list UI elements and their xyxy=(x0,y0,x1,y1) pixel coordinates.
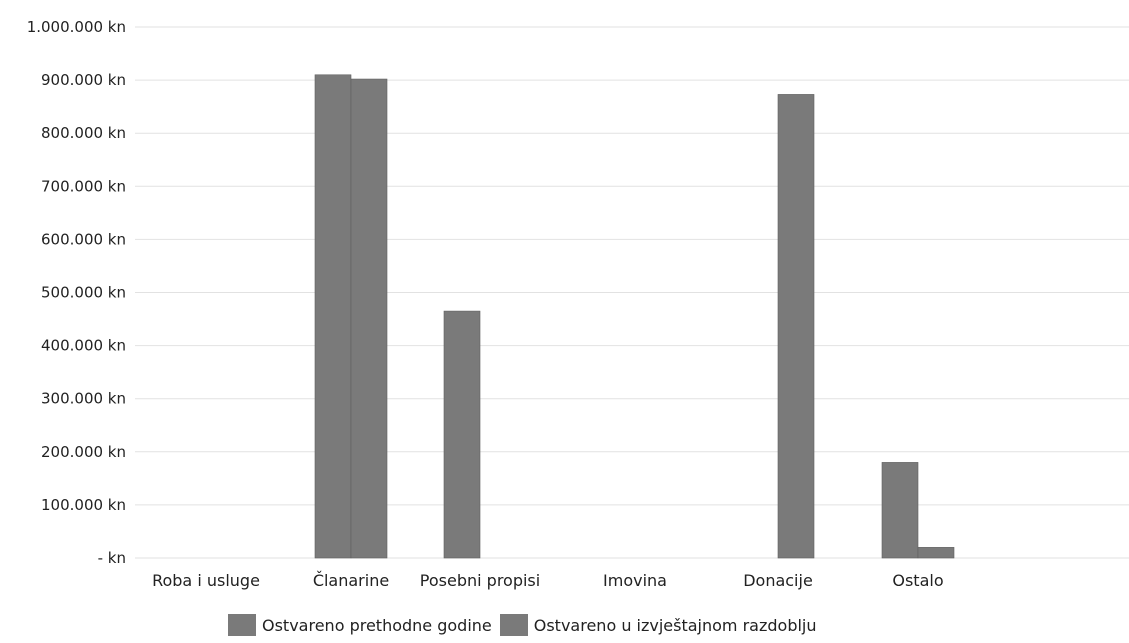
bar-1-ostalo xyxy=(881,462,919,559)
x-axis-labels: Roba i usluge Članarine Posebni propisi Imo… xyxy=(152,571,944,590)
y-tick-label: - kn xyxy=(98,549,126,567)
x-tick-label: Posebni propisi xyxy=(420,571,540,590)
y-tick-label: 100.000 kn xyxy=(41,496,126,514)
y-axis-ticks: - kn 100.000 kn 200.000 kn 300.000 kn 400.00… xyxy=(27,18,126,567)
y-tick-label: 200.000 kn xyxy=(41,443,126,461)
bars xyxy=(314,74,955,559)
legend-item-series-2: Ostvareno u izvještajnom razdoblju xyxy=(499,614,817,636)
y-tick-label: 400.000 kn xyxy=(41,337,126,355)
x-tick-label: Roba i usluge xyxy=(152,571,260,590)
y-tick-label: 500.000 kn xyxy=(41,284,126,302)
legend-label-series-1: Ostvareno prethodne godine xyxy=(262,615,492,635)
y-tick-label: 700.000 kn xyxy=(41,177,126,195)
x-tick-label: Članarine xyxy=(313,571,389,590)
legend-swatch-series-2 xyxy=(499,614,528,636)
bar-1-posebni-propisi xyxy=(443,310,481,559)
bar-1-članarine xyxy=(314,74,352,559)
x-tick-label: Donacije xyxy=(743,571,813,590)
x-tick-label: Ostalo xyxy=(892,571,943,590)
bar-2-članarine xyxy=(350,78,388,559)
legend-label-series-2: Ostvareno u izvještajnom razdoblju xyxy=(533,615,817,635)
y-tick-label: 1.000.000 kn xyxy=(27,18,126,36)
y-tick-label: 800.000 kn xyxy=(41,124,126,142)
gridlines xyxy=(135,26,1129,559)
y-tick-label: 900.000 kn xyxy=(41,71,126,89)
legend-swatch-series-1 xyxy=(228,614,256,636)
y-tick-label: 600.000 kn xyxy=(41,230,126,248)
bar-2-ostalo xyxy=(917,547,955,559)
legend-item-series-1: Ostvareno prethodne godine xyxy=(228,614,492,636)
legend: Ostvareno prethodne godine Ostvareno u i… xyxy=(228,614,825,636)
x-tick-label: Imovina xyxy=(603,571,667,590)
bar-2-donacije xyxy=(777,94,815,559)
y-tick-label: 300.000 kn xyxy=(41,390,126,408)
